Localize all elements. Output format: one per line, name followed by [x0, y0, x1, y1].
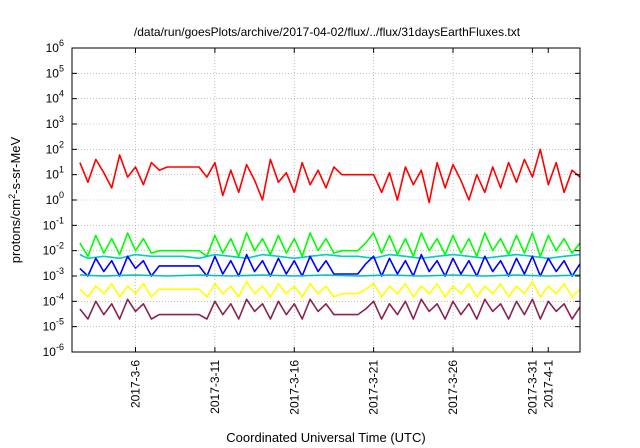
series-line-3	[79, 253, 581, 277]
series-line-4	[79, 274, 581, 277]
y-tick-label-5: 10-1	[43, 215, 64, 232]
x-tick-label-5: 2017-3-31	[525, 360, 539, 415]
y-tick-label-12: 106	[46, 38, 64, 55]
series-line-2	[79, 253, 581, 260]
x-tick-label-1: 2017-3-11	[208, 360, 222, 414]
series-line-0	[79, 148, 581, 204]
y-tick-label-6: 100	[46, 190, 64, 207]
series-line-1	[79, 232, 581, 258]
y-axis-label: protons/cm2-s-sr-MeV	[7, 136, 23, 263]
x-tick-label-3: 2017-3-21	[367, 360, 381, 415]
series-line-5	[79, 280, 581, 298]
y-tick-label-9: 103	[46, 114, 64, 131]
x-tick-label-4: 2017-3-26	[446, 360, 460, 415]
y-tick-label-4: 10-2	[43, 241, 64, 258]
y-tick-label-1: 10-5	[43, 317, 64, 334]
x-axis-ticks: 2017-3-6 2017-3-11 2017-3-16 2017-3-21 2017-…	[129, 48, 555, 415]
y-axis-ticks: 10-6 10-5 10-4 10-3 10-2 10-1 100 101 102 103 104 1…	[43, 38, 580, 359]
y-tick-label-3: 10-3	[43, 266, 64, 283]
chart-title: /data/run/goesPlots/archive/2017-04-02/f…	[134, 25, 521, 39]
y-tick-label-2: 10-4	[43, 291, 64, 308]
x-tick-label-6: 2017-4-1	[541, 360, 555, 408]
series-layer	[79, 148, 581, 320]
x-axis-label: Coordinated Universal Time (UTC)	[226, 430, 425, 445]
y-tick-label-0: 10-6	[43, 342, 64, 359]
x-tick-label-0: 2017-3-6	[129, 360, 143, 408]
y-tick-label-10: 104	[46, 89, 64, 106]
series-line-6	[79, 298, 581, 320]
y-tick-label-7: 101	[46, 165, 64, 182]
y-tick-label-11: 105	[46, 63, 64, 80]
y-tick-label-8: 102	[46, 139, 64, 156]
x-tick-label-2: 2017-3-16	[287, 360, 301, 415]
